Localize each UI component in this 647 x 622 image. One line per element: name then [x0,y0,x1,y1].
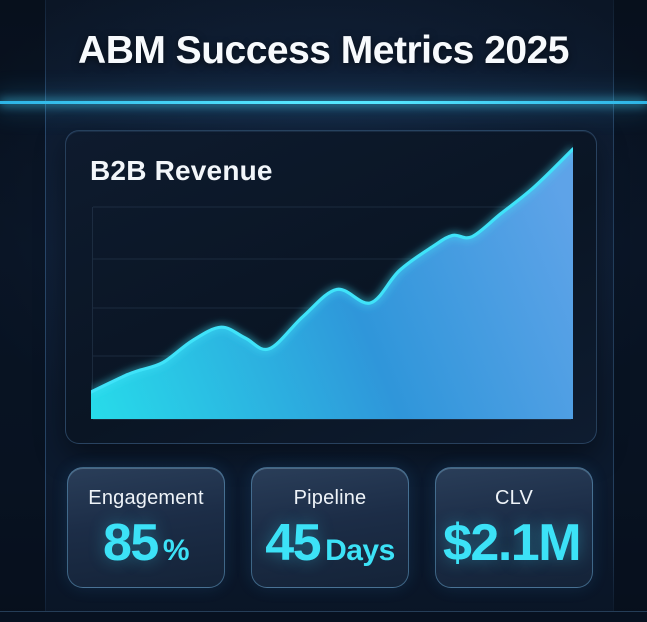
bottom-strip [0,611,647,622]
metric-value: $2.1M [442,513,582,572]
metric-label: Pipeline [293,486,367,509]
chart-title: B2B Revenue [90,155,273,186]
header-divider-line [0,101,647,104]
metric-value-row: 85 % [102,513,190,572]
metric-card-engagement: Engagement 85 % [67,467,225,588]
right-frame-line [613,0,614,612]
left-edge-shade [0,0,45,612]
metric-value: 45 [265,513,321,572]
revenue-area-chart [91,146,573,420]
metric-value-row: $2.1M [443,517,585,569]
metric-label: CLV [494,486,534,509]
metric-card-pipeline: Pipeline 45 Days [251,467,409,588]
page-title: ABM Success Metrics 2025 [78,29,569,72]
metric-unit: Days [325,533,395,567]
metrics-row: Engagement 85 % Pipeline 45 Days CLV $2.… [67,467,593,588]
metric-card-clv: CLV $2.1M [435,467,593,588]
metric-label: Engagement [88,486,204,509]
revenue-chart-card: B2B Revenue [65,130,597,444]
header: ABM Success Metrics 2025 [0,0,647,102]
left-frame-line [45,0,46,612]
metric-unit: % [162,533,190,567]
right-edge-shade [613,0,647,612]
metric-value-row: 45 Days [265,517,395,569]
metric-value: 85 [102,513,159,572]
